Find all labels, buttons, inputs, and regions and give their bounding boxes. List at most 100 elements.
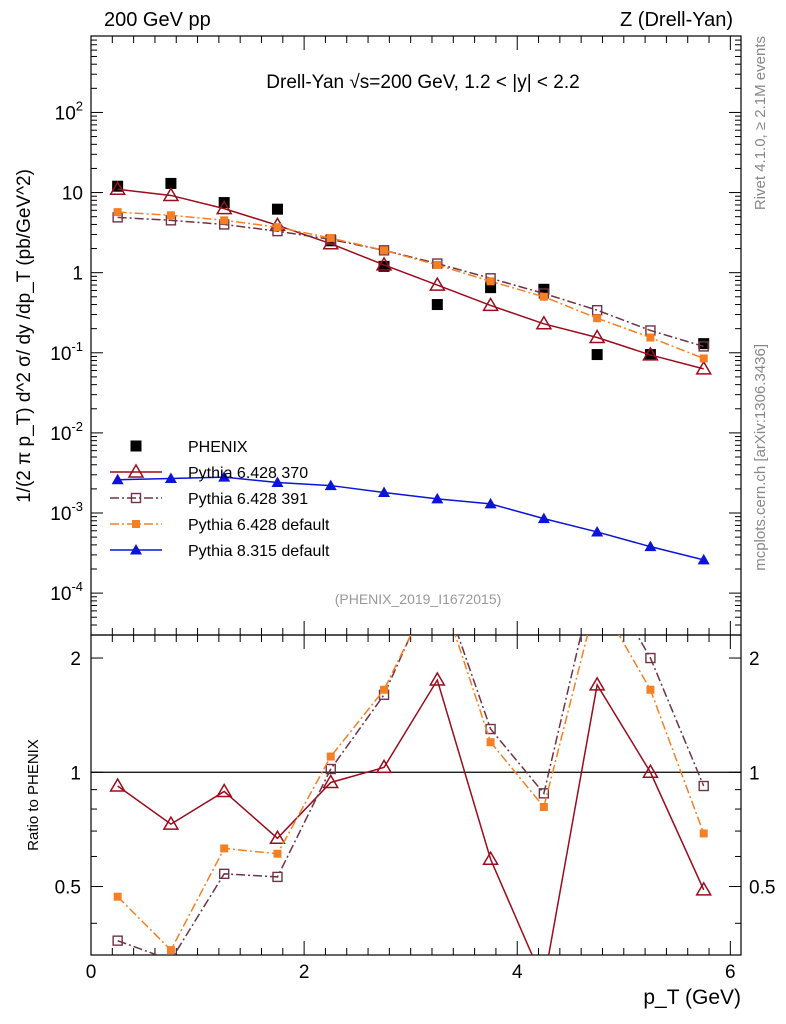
legend-entry-1: Pythia 6.428 370: [110, 463, 308, 482]
legend-entry-4: Pythia 8.315 default: [110, 543, 330, 560]
legend-label: PHENIX: [188, 439, 248, 456]
data-point: [642, 346, 659, 361]
data-point: [433, 260, 442, 269]
series-line: [117, 188, 704, 370]
header-right: Z (Drell-Yan): [620, 9, 733, 31]
main-series-group: [109, 177, 713, 565]
ratio-point: [218, 868, 230, 880]
ratio-point: [699, 829, 708, 838]
ratio-series-0: [109, 671, 713, 987]
ratio-point: [273, 849, 282, 858]
ratio-point: [380, 685, 389, 694]
data-point: [429, 276, 446, 291]
ratio-point: [433, 571, 442, 580]
legend: PHENIX Pythia 6.428 370 Pythia 6.428 391 Py…: [110, 439, 330, 560]
data-point: [588, 329, 606, 344]
series-2: [112, 212, 709, 352]
ratio-point: [539, 803, 548, 812]
data-point: [698, 341, 709, 352]
data-point: [644, 540, 657, 552]
data-point: [218, 471, 231, 482]
ratio-point: [166, 946, 175, 955]
data-point: [271, 476, 284, 488]
ratio-point: [112, 935, 123, 946]
legend-label: Pythia 6.428 370: [188, 465, 308, 482]
main-panel: Drell-Yan √s=200 GeV, 1.2 < |y| < 2.2 (PH…: [14, 35, 742, 636]
series-line: [117, 476, 704, 561]
ratio-tick-label: 1: [70, 763, 81, 784]
data-point: [535, 315, 553, 330]
ratio-point: [698, 780, 709, 792]
ratio-point: [165, 954, 177, 955]
data-point: [484, 497, 497, 509]
ratio-tick-label-right: 2: [749, 649, 760, 670]
legend-label: Pythia 6.428 391: [188, 491, 308, 508]
legend-marker: [130, 440, 142, 452]
legend-entry-2: Pythia 6.428 391: [110, 491, 308, 508]
data-point: [591, 349, 603, 361]
rivet-label: Rivet 4.1.0, ≥ 2.1M events: [752, 36, 769, 210]
data-point: [537, 512, 550, 524]
data-point: [591, 525, 604, 537]
ratio-point: [322, 773, 340, 789]
ratio-panel: 0 2 4 6 p_T (GeV) 0.5 0.5 1 1 2 2 Ratio to PHENIX: [25, 571, 775, 1009]
data-point: [482, 296, 499, 312]
data-point: [162, 186, 180, 202]
ratio-line: [117, 678, 705, 955]
ratio-point: [269, 829, 286, 845]
mcplots-label: mcplots.cern.ch [arXiv:1306.3436]: [752, 344, 769, 571]
series-1: [109, 180, 713, 375]
x-tick-label: 6: [725, 962, 736, 983]
data-point: [164, 472, 177, 483]
data-point: [380, 246, 389, 255]
ratio-point: [537, 975, 551, 987]
data-point: [326, 234, 335, 243]
ratio-point: [109, 777, 126, 792]
ratio-point: [482, 850, 499, 865]
data-point: [539, 292, 548, 301]
series-4: [111, 471, 710, 565]
ratio-point: [486, 738, 495, 747]
data-point: [165, 177, 177, 189]
x-tick-label: 4: [512, 962, 523, 983]
ratio-point: [325, 763, 336, 775]
data-point: [431, 492, 444, 504]
data-point: [378, 486, 391, 498]
x-tick-label: 2: [299, 962, 310, 983]
y-tick-label: 102: [55, 98, 83, 124]
data-point: [486, 277, 495, 286]
legend-entry-3: Pythia 6.428 default: [110, 517, 330, 534]
series-0: [112, 177, 710, 361]
analysis-id: (PHENIX_2019_I1672015): [335, 591, 502, 607]
ratio-point: [695, 881, 713, 896]
header-left: 200 GeV pp: [104, 9, 211, 31]
ratio-series-1: [112, 571, 709, 955]
data-point: [113, 208, 122, 217]
data-point: [215, 200, 233, 215]
x-axis-label: p_T (GeV): [643, 986, 741, 1009]
data-point: [431, 299, 443, 311]
ratio-series-group: [109, 571, 713, 987]
legend-label: Pythia 8.315 default: [188, 543, 330, 560]
ratio-point: [113, 892, 122, 901]
ratio-line: [117, 635, 705, 955]
ratio-point: [593, 593, 601, 601]
ratio-point: [162, 815, 180, 830]
data-point: [112, 180, 124, 192]
ratio-point: [642, 763, 659, 779]
ratio-tick-label: 2: [70, 649, 81, 670]
data-point: [273, 223, 282, 232]
ratio-point: [433, 577, 441, 585]
series-line: [117, 216, 704, 348]
legend-marker: [130, 544, 142, 555]
data-point: [591, 305, 603, 316]
ratio-point: [215, 782, 233, 798]
ratio-point: [538, 788, 550, 799]
data-point: [375, 256, 393, 271]
data-point: [698, 338, 710, 350]
data-point: [109, 180, 126, 195]
data-point: [324, 479, 337, 491]
data-point: [166, 211, 175, 220]
chart-title: Drell-Yan √s=200 GeV, 1.2 < |y| < 2.2: [266, 72, 579, 93]
